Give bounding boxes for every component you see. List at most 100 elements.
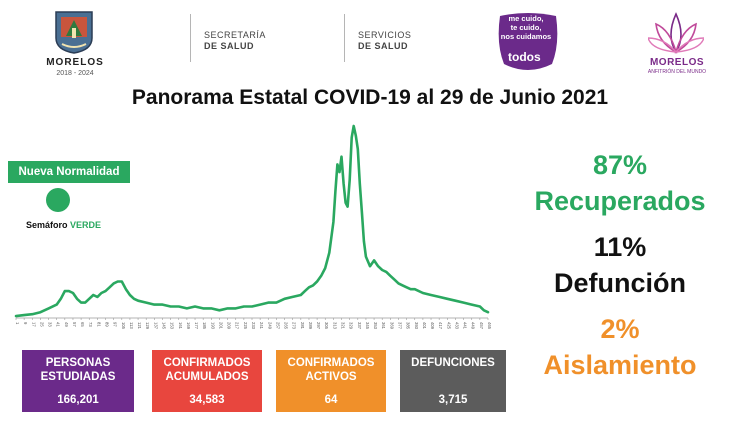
servicios-salud-label: SERVICIOS DE SALUD [358,30,411,52]
box-caption: CONFIRMADOS ACTIVOS [287,357,375,383]
x-tick-label: 137 [153,322,158,330]
confirmados-activos-box: CONFIRMADOS ACTIVOS 64 [276,350,386,412]
x-tick-label: 321 [341,322,346,330]
page-title: Panorama Estatal COVID-19 al 29 de Junio… [131,86,609,109]
x-tick-label: 145 [161,322,166,330]
box-caption: DEFUNCIONES [411,357,495,369]
x-tick-label: 241 [259,322,264,330]
badge-line: nos cuidamos [500,32,552,41]
morelos-logo-years: 2018 - 2024 [56,70,94,77]
x-tick-label: 161 [178,322,183,330]
box-value: 64 [324,394,338,406]
x-tick-label: 73 [88,322,93,327]
x-tick-label: 353 [373,322,378,330]
x-tick-label: 25 [39,322,44,327]
confirmados-acumulados-box: CONFIRMADOS ACUMULADOS 34,583 [152,350,262,412]
secretaria-line2: DE SALUD [204,41,255,51]
badge-todos: todos [508,50,541,64]
me-cuido-badge-icon [498,13,558,70]
x-tick-label: 89 [105,322,110,327]
x-tick-label: 417 [438,322,443,330]
x-tick-label: 465 [487,322,492,330]
x-tick-label: 81 [96,322,101,327]
badge-line: te cuido, [510,23,542,32]
x-tick-label: 41 [56,322,61,327]
covid-cases-line-chart: 1 9 17 25 33 41 49 57 65 73 81 89 97 105 113 121 129 137 1… [14,124,492,330]
x-tick-label: 257 [275,322,280,330]
x-tick-label: 361 [381,322,386,330]
x-tick-label: 377 [397,322,402,330]
defuncion-label: Defunción [554,268,686,298]
x-tick-label: 289 [308,322,313,330]
morelos-anfitrion-logo-text: MORELOS [649,57,705,68]
semaforo-green-dot [46,188,70,212]
semaforo-label: Semáforo VERDE [26,220,101,230]
secretaria-line1: SECRETARÍA [204,30,266,40]
header-divider [344,14,345,62]
x-tick-label: 385 [406,322,411,330]
x-tick-label: 265 [284,322,289,330]
x-tick-label: 129 [145,322,150,330]
x-tick-label: 177 [194,322,199,330]
x-tick-label: 201 [218,322,223,330]
personas-estudiadas-box: PERSONAS ESTUDIADAS 166,201 [22,350,134,412]
x-tick-label: 249 [267,322,272,330]
x-tick-label: 305 [324,322,329,330]
x-tick-label: 313 [332,322,337,330]
x-tick-label: 329 [349,322,354,330]
nueva-normalidad-badge: Nueva Normalidad [8,161,130,183]
x-tick-label: 57 [72,322,77,327]
x-tick-label: 169 [186,322,191,330]
x-tick-label: 97 [113,322,118,327]
x-tick-label: 401 [422,322,427,330]
header-divider [190,14,191,62]
x-tick-label: 281 [300,322,305,330]
x-tick-label: 217 [235,322,240,330]
x-tick-label: 425 [446,322,451,330]
x-tick-label: 209 [227,322,232,330]
semaforo-color-word: VERDE [70,220,102,230]
header: MORELOS 2018 - 2024 SECRETARÍA DE SALUD … [0,0,740,86]
aislamiento-label: Aislamiento [543,350,697,380]
morelos-anfitrion-subtext: ANFITRIÓN DEL MUNDO [647,69,707,75]
x-tick-label: 369 [389,322,394,330]
box-value: 166,201 [57,394,99,406]
box-caption: CONFIRMADOS ACUMULADOS [163,357,251,383]
defuncion-percent: 11% [593,232,647,262]
recuperados-label: Recuperados [534,186,706,216]
semaforo-prefix: Semáforo [26,220,68,230]
x-tick-label: 9 [23,322,28,325]
x-tick-label: 225 [243,322,248,330]
x-tick-label: 1 [15,322,20,325]
badge-line: me cuido, [508,14,544,23]
x-tick-label: 449 [471,322,476,330]
badge-text: me cuido, te cuido, nos cuidamos [494,14,558,41]
x-tick-label: 121 [137,322,142,330]
x-tick-label: 337 [357,322,362,330]
x-tick-label: 297 [316,322,321,330]
defunciones-box: DEFUNCIONES 3,715 [400,350,506,412]
x-tick-label: 17 [31,322,36,327]
secretaria-salud-label: SECRETARÍA DE SALUD [204,30,266,52]
x-tick-label: 433 [454,322,459,330]
x-tick-label: 185 [202,322,207,330]
servicios-line1: SERVICIOS [358,30,412,40]
x-tick-label: 153 [170,322,175,330]
x-tick-label: 393 [414,322,419,330]
aislamiento-percent: 2% [600,314,640,344]
x-tick-label: 273 [292,322,297,330]
box-caption: PERSONAS ESTUDIADAS [40,357,116,383]
x-tick-label: 65 [80,322,85,327]
box-value: 34,583 [189,394,225,406]
lotus-flower-icon [648,12,704,54]
x-tick-label: 49 [64,322,69,327]
box-value: 3,715 [438,394,468,406]
servicios-line2: DE SALUD [358,41,409,51]
x-tick-label: 113 [129,322,134,329]
morelos-logo-text: MORELOS [46,57,104,68]
x-tick-label: 441 [463,322,468,330]
x-tick-label: 33 [48,322,53,327]
x-tick-label: 105 [121,322,126,330]
series-line [14,124,490,318]
recuperados-percent: 87% [592,150,648,180]
